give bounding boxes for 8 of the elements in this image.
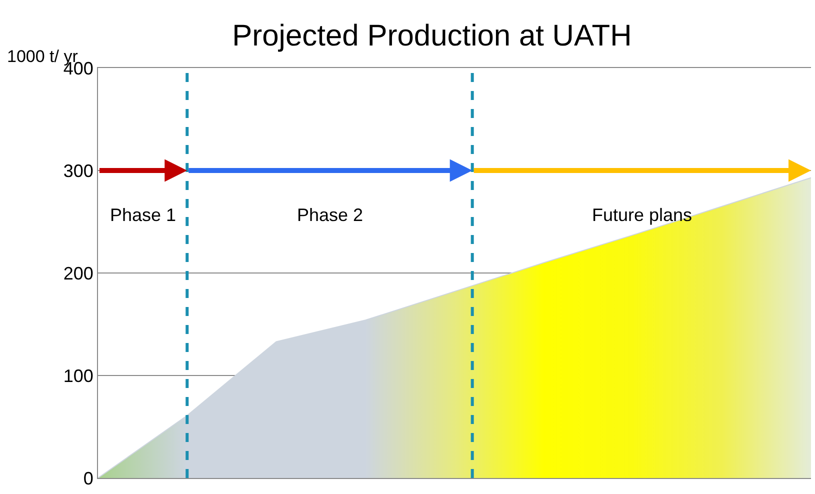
- annotation: Phase 2: [297, 205, 364, 225]
- y-tick-label: 300: [63, 160, 94, 181]
- y-tick-label: 200: [63, 263, 94, 284]
- chart-title: Projected Production at UATH: [232, 20, 632, 53]
- annotation: Future plans: [592, 205, 692, 225]
- y-tick-label: 0: [83, 468, 94, 488]
- annotation: Phase 1: [110, 205, 176, 225]
- y-tick-label: 100: [63, 366, 94, 386]
